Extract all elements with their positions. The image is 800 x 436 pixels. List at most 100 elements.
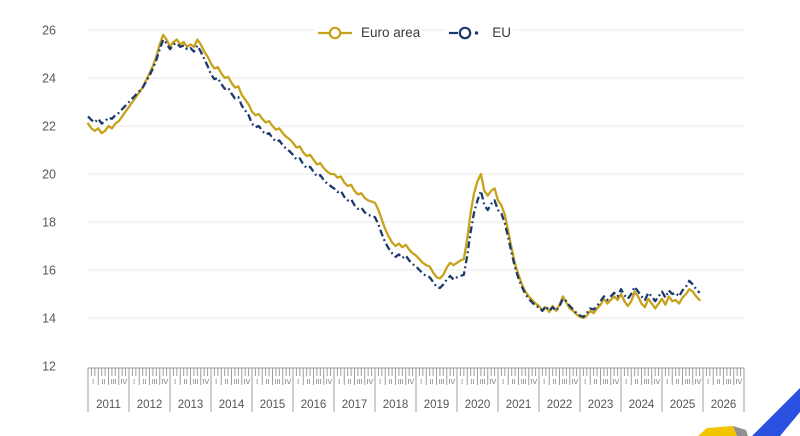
svg-text:2024: 2024 [629,399,655,411]
svg-text:II: II [388,379,392,386]
svg-text:IV: IV [449,379,456,386]
svg-text:16: 16 [42,264,56,278]
svg-text:2019: 2019 [424,399,450,411]
legend-item-eu[interactable]: EU [446,23,514,42]
logo-blue-stripe [752,388,800,436]
svg-text:I: I [420,379,422,386]
svg-text:I: I [666,379,668,386]
svg-text:I: I [256,379,258,386]
svg-text:II: II [101,379,105,386]
svg-text:2015: 2015 [260,399,286,411]
svg-text:14: 14 [42,312,56,326]
svg-text:III: III [234,379,240,386]
svg-text:12: 12 [42,360,56,374]
svg-text:2017: 2017 [342,399,368,411]
euro-area-marker-icon [317,26,352,39]
svg-text:III: III [152,379,158,386]
series-euro-area-line [86,33,701,320]
svg-text:III: III [111,379,117,386]
svg-text:II: II [593,379,597,386]
eurostat-logo [698,388,800,436]
svg-text:IV: IV [736,379,743,386]
svg-text:2014: 2014 [219,399,245,411]
svg-text:2026: 2026 [711,399,737,411]
svg-text:III: III [521,379,527,386]
svg-text:2021: 2021 [506,399,532,411]
svg-text:IV: IV [326,379,333,386]
svg-text:IV: IV [572,379,579,386]
svg-text:I: I [584,379,586,386]
svg-text:2025: 2025 [670,399,696,411]
svg-text:I: I [174,379,176,386]
svg-text:III: III [275,379,281,386]
svg-text:2012: 2012 [137,399,163,411]
svg-text:IV: IV [490,379,497,386]
svg-text:III: III [480,379,486,386]
svg-text:2016: 2016 [301,399,327,411]
svg-text:II: II [716,379,720,386]
svg-text:IV: IV [613,379,620,386]
svg-text:I: I [92,379,94,386]
svg-text:II: II [470,379,474,386]
y-gridlines [88,29,744,319]
svg-text:III: III [644,379,650,386]
svg-text:II: II [675,379,679,386]
svg-text:IV: IV [203,379,210,386]
svg-text:I: I [297,379,299,386]
y-axis-labels: 26 24 22 20 18 16 14 12 [42,24,56,374]
svg-text:IV: IV [531,379,538,386]
svg-text:2022: 2022 [547,399,573,411]
eu-marker-icon [449,26,479,39]
svg-text:II: II [183,379,187,386]
svg-text:2013: 2013 [178,399,204,411]
svg-text:III: III [603,379,609,386]
logo-pencil-body [698,426,737,436]
svg-text:2011: 2011 [96,399,121,411]
svg-text:IV: IV [162,379,169,386]
svg-text:II: II [429,379,433,386]
svg-text:2020: 2020 [465,399,491,411]
svg-text:2018: 2018 [383,399,409,411]
svg-text:II: II [552,379,556,386]
legend-item-euro-area[interactable]: Euro area [314,23,423,42]
svg-text:I: I [707,379,709,386]
svg-text:III: III [726,379,732,386]
series-eu-line [87,38,701,318]
svg-text:22: 22 [42,120,56,134]
svg-text:I: I [133,379,135,386]
svg-text:26: 26 [42,24,56,38]
svg-text:20: 20 [42,168,56,182]
svg-text:II: II [511,379,515,386]
svg-text:IV: IV [654,379,661,386]
svg-text:II: II [347,379,351,386]
svg-text:IV: IV [408,379,415,386]
svg-text:I: I [215,379,217,386]
svg-text:II: II [142,379,146,386]
svg-text:IV: IV [121,379,128,386]
svg-text:I: I [379,379,381,386]
svg-text:II: II [634,379,638,386]
svg-text:III: III [193,379,199,386]
legend-label-euro-area: Euro area [360,25,421,40]
svg-text:18: 18 [42,216,56,230]
chart-legend: Euro area EU [14,23,800,42]
svg-text:III: III [685,379,691,386]
svg-text:I: I [625,379,627,386]
svg-text:IV: IV [285,379,292,386]
svg-text:I: I [502,379,504,386]
svg-text:2023: 2023 [588,399,614,411]
svg-text:IV: IV [244,379,251,386]
logo-pencil-tip [733,426,748,436]
svg-text:IV: IV [367,379,374,386]
svg-text:I: I [543,379,545,386]
svg-text:IV: IV [695,379,702,386]
svg-text:II: II [265,379,269,386]
legend-label-eu: EU [492,25,512,40]
svg-text:24: 24 [42,72,56,86]
svg-text:III: III [316,379,322,386]
svg-text:III: III [562,379,568,386]
svg-text:III: III [357,379,363,386]
